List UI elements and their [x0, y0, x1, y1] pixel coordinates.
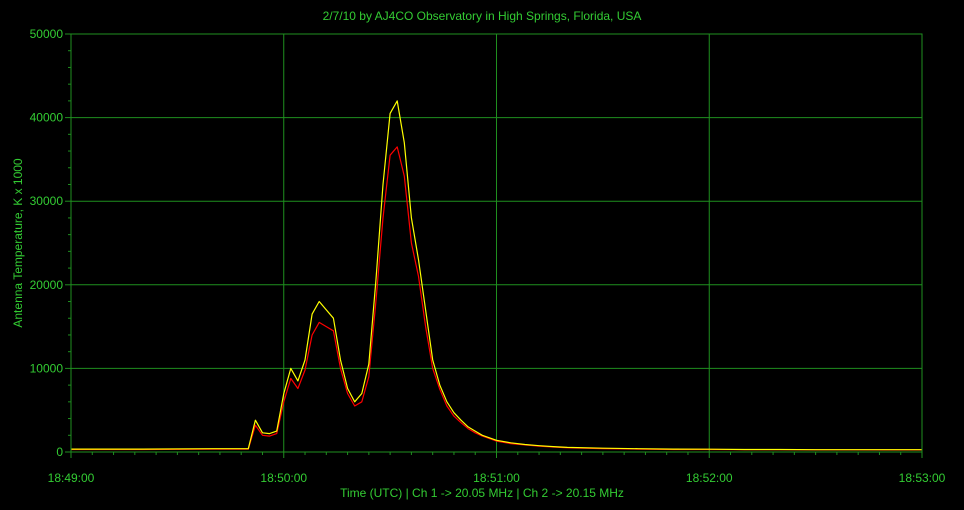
y-tick-label: 40000: [30, 111, 64, 125]
y-tick-label: 0: [56, 445, 63, 459]
x-tick-label: 18:49:00: [48, 471, 95, 485]
x-tick-label: 18:51:00: [473, 471, 520, 485]
ticks-layer: [65, 33, 923, 458]
x-tick-label: 18:52:00: [686, 471, 733, 485]
series-line-ch2: [71, 100, 922, 451]
grid-layer: [70, 33, 923, 453]
x-tick-label: 18:53:00: [899, 471, 946, 485]
x-axis-label: Time (UTC) | Ch 1 -> 20.05 MHz | Ch 2 ->…: [340, 486, 624, 500]
x-tick-label: 18:50:00: [260, 471, 307, 485]
y-axis-label: Antenna Temperature, K x 1000: [11, 158, 25, 328]
y-tick-label: 50000: [30, 27, 64, 41]
tick-labels-layer: 18:49:00 18:50:00 18:51:00 18:52:00 18:53:00…: [30, 27, 946, 485]
plot-area-frame: [70, 33, 923, 453]
series-layer: [71, 100, 922, 451]
y-tick-label: 10000: [30, 361, 64, 375]
chart-title: 2/7/10 by AJ4CO Observatory in High Spri…: [322, 9, 642, 23]
y-tick-label: 30000: [30, 194, 64, 208]
y-tick-label: 20000: [30, 278, 64, 292]
